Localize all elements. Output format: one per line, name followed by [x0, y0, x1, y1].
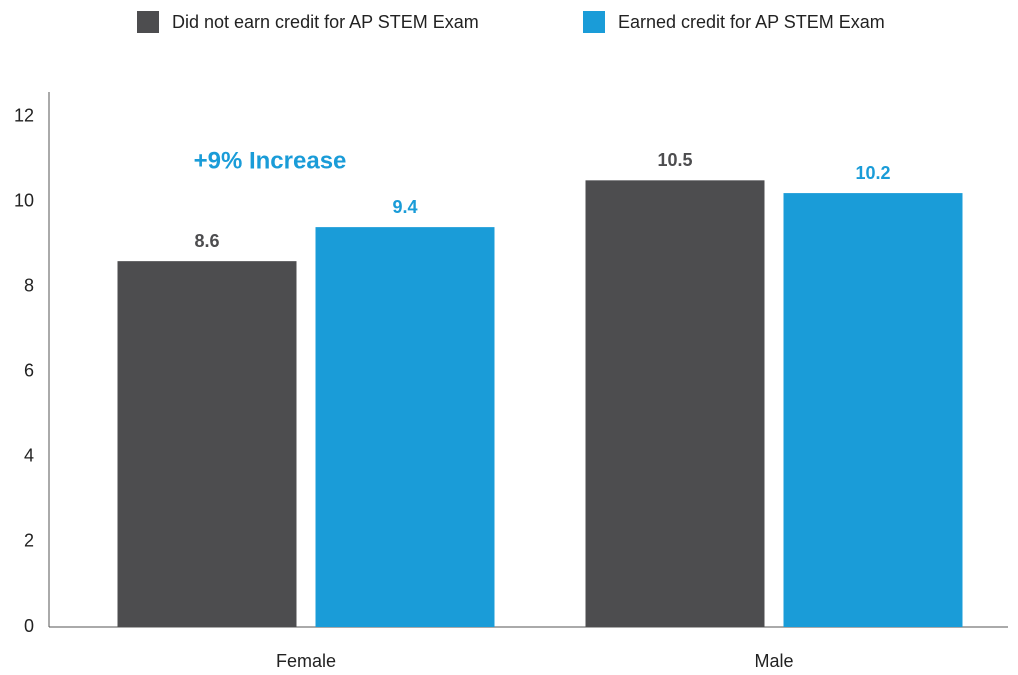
- y-tick-label: 4: [24, 446, 34, 466]
- legend-label: Did not earn credit for AP STEM Exam: [172, 12, 479, 32]
- legend-swatch: [137, 11, 159, 33]
- legend-label: Earned credit for AP STEM Exam: [618, 12, 885, 32]
- y-tick-label: 10: [14, 190, 34, 210]
- value-label: 10.2: [855, 163, 890, 183]
- bar: [585, 180, 765, 628]
- value-label: 9.4: [392, 197, 417, 217]
- value-label: 10.5: [657, 150, 692, 170]
- legend-swatch: [583, 11, 605, 33]
- annotation: +9% Increase: [194, 147, 347, 174]
- x-tick-label: Male: [754, 651, 793, 671]
- y-tick-label: 0: [24, 616, 34, 636]
- value-label: 8.6: [194, 231, 219, 251]
- x-tick-label: Female: [276, 651, 336, 671]
- y-tick-label: 12: [14, 105, 34, 125]
- y-tick-label: 8: [24, 275, 34, 295]
- bar: [315, 227, 495, 627]
- y-tick-label: 2: [24, 531, 34, 551]
- bar: [117, 261, 297, 627]
- bar: [783, 193, 963, 627]
- y-tick-label: 6: [24, 361, 34, 381]
